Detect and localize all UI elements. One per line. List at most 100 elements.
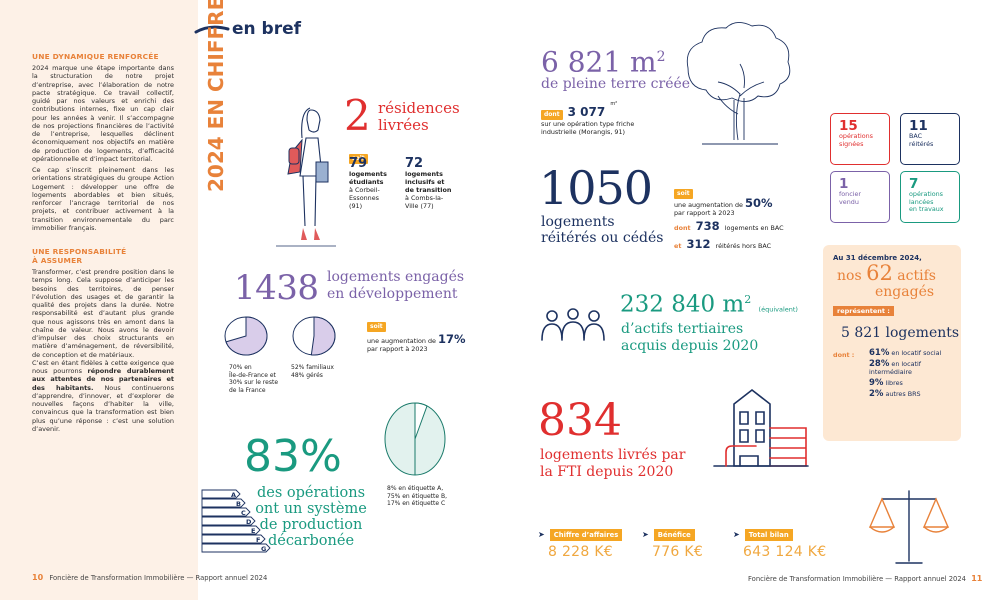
energy-letter: B [236, 500, 241, 508]
paragraph: Ce cap s’inscrit pleinement dans les ori… [32, 166, 174, 232]
residences-number: 2 [344, 91, 371, 140]
left-footer: 10 Foncière de Transformation Immobilièr… [32, 573, 267, 582]
energy-letter: E [251, 527, 255, 535]
stat-box-label: foncier [839, 190, 862, 198]
paragraph: Transformer, c’est prendre position dans… [32, 268, 174, 359]
pie-slice-familiaux [310, 316, 336, 356]
energy-letter: F [256, 536, 260, 544]
finance-row: ➤ Chiffre d’affaires 8 228 K€ ➤ Bénéfice 77… [538, 522, 838, 562]
finance-label: Total bilan [744, 529, 793, 541]
finance-item: ➤ Bénéfice 776 K€ [642, 529, 704, 560]
actifs-panel: Au 31 décembre 2024, nos 62 actifs engag… [823, 245, 961, 441]
finance-item: ➤ Total bilan 643 124 K€ [733, 529, 827, 560]
soit-badge: soit [349, 145, 368, 164]
left-column: UNE DYNAMIQUE RENFORCÉE 2024 marque une … [0, 0, 267, 600]
energy-letter: A [231, 491, 236, 499]
fti-number: 834 [538, 395, 622, 446]
stat-box: 11 BAC réitérés [900, 113, 960, 165]
scale-icon [868, 490, 950, 564]
section-title-responsabilite: UNE RESPONSABILITÉ À ASSUMER [32, 247, 127, 265]
residence-b: 72 logements inclusifs et de transition … [405, 156, 452, 210]
finance-value: 643 124 K€ [743, 544, 827, 560]
energy-stripe [201, 489, 241, 499]
tertiaires-number: 232 840 m2 (équivalent) [620, 291, 798, 318]
vertical-heading: 2024 EN CHIFFRES [204, 0, 228, 192]
stat-box: 7 opérations lancées en travaux [900, 171, 960, 223]
page-number: 11 [971, 574, 983, 583]
stat-box: 15 opérations signées [830, 113, 890, 165]
finance-value: 8 228 K€ [548, 544, 614, 560]
actifs-item: 61% en locatif social [869, 348, 942, 358]
energy-stripe [201, 498, 246, 508]
stat-box-label: signées [839, 139, 864, 148]
student-illustration [276, 107, 336, 247]
right-footer: Foncière de Transformation Immobilière —… [748, 574, 982, 583]
stat-box-label: réitérés [909, 139, 934, 148]
stat-box-label: lancées [909, 197, 934, 206]
stat-box-number: 7 [909, 176, 919, 192]
energy-stripe [201, 507, 251, 517]
reiteres-bac: dont 738 logements en BAC [674, 219, 784, 233]
decarb-percent: 83% [244, 431, 342, 482]
reiteres-number: 1050 [539, 161, 653, 215]
energy-stripe [201, 516, 256, 526]
etiquette-caption: 8% en étiquette A, 75% en étiquette B, 1… [387, 485, 447, 507]
engages-number: 1438 [234, 268, 319, 308]
footer-text: Foncière de Transformation Immobilière —… [748, 575, 967, 583]
actifs-breakdown: 61% en locatif social 28% en locatif inte… [869, 349, 959, 401]
stat-box-number: 11 [909, 118, 928, 134]
en-chiffres-label: EN CHIFFRES [204, 0, 228, 130]
pie-type-caption: 52% familiaux 48% gérés [291, 364, 334, 379]
actifs-date: Au 31 décembre 2024, [833, 254, 922, 262]
energy-letter: C [241, 509, 246, 517]
year-label: 2024 [204, 136, 228, 192]
page-number: 10 [32, 573, 44, 582]
people-icon [541, 308, 605, 341]
operations-boxes: 15 opérations signées 11 BAC réitérés 1 foncier… [830, 113, 962, 223]
actifs-logements: 5 821 logements [841, 325, 960, 341]
stat-box-number: 1 [839, 176, 849, 192]
decarb-label: des opérations ont un système de product… [255, 485, 367, 549]
finance-label: Bénéfice [653, 529, 695, 541]
pie-chart-region [224, 316, 268, 356]
tertiaires-label: d’actifs tertiaires acquis depuis 2020 [621, 321, 759, 354]
stat-box-label: opérations [839, 132, 874, 140]
pleine-terre-label: de pleine terre créée [541, 76, 691, 92]
tree-illustration [686, 22, 791, 145]
stat-box-label: BAC [909, 132, 923, 140]
stat-box-label: opérations [909, 190, 944, 198]
building-illustration [713, 388, 809, 467]
en-bref-heading: en bref [232, 19, 302, 39]
energy-stripe [201, 534, 266, 544]
pie-chart-etiquette [384, 402, 446, 476]
finance-value: 776 K€ [652, 544, 704, 560]
actifs-item: 28% en locatif intermédiaire [869, 359, 922, 376]
residence-a: 79 logements étudiants à Corbeil- Essonn… [349, 156, 387, 210]
stat-box-label: en travaux [909, 205, 944, 214]
stat-box: 1 foncier vendu [830, 171, 890, 223]
pie-region-caption: 70% en Île-de-France et 30% sur le reste… [229, 364, 279, 394]
fti-label: logements livrés par la FTI depuis 2020 [540, 447, 686, 480]
stat-box-number: 15 [839, 118, 858, 134]
energy-letter: G [261, 545, 266, 553]
section-title-dynamique: UNE DYNAMIQUE RENFORCÉE [32, 52, 159, 61]
reiteres-soit: soit une augmentation de 50% par rapport… [674, 189, 773, 217]
represent-badge: représentent : [833, 306, 894, 316]
pie-slice-idf [225, 316, 268, 356]
engages-soit: soit une augmentation de 17% par rapport… [367, 322, 466, 353]
finance-label: Chiffre d’affaires [549, 529, 623, 541]
reiteres-hors-bac: et 312 réitérés hors BAC [674, 237, 772, 251]
footer-text: Foncière de Transformation Immobilière —… [49, 574, 268, 582]
energy-stripe [201, 525, 261, 535]
paragraph: 2024 marque une étape importante dans la… [32, 64, 174, 163]
actifs-item: 2% autres BRS [869, 389, 921, 399]
pie-chart-type [292, 316, 336, 356]
pleine-terre-detail: dont 3 077 m² sur une opération type fri… [541, 101, 635, 136]
engages-label: logements engagés en développement [327, 269, 465, 302]
swoosh-icon [194, 25, 230, 34]
residences-label: résidences livrées [378, 99, 460, 134]
reiteres-label: logements réitérés ou cédés [541, 214, 664, 246]
finance-item: ➤ Chiffre d’affaires 8 228 K€ [538, 522, 623, 560]
energy-letter: D [246, 518, 252, 526]
actifs-count: nos 62 actifs [837, 261, 936, 285]
